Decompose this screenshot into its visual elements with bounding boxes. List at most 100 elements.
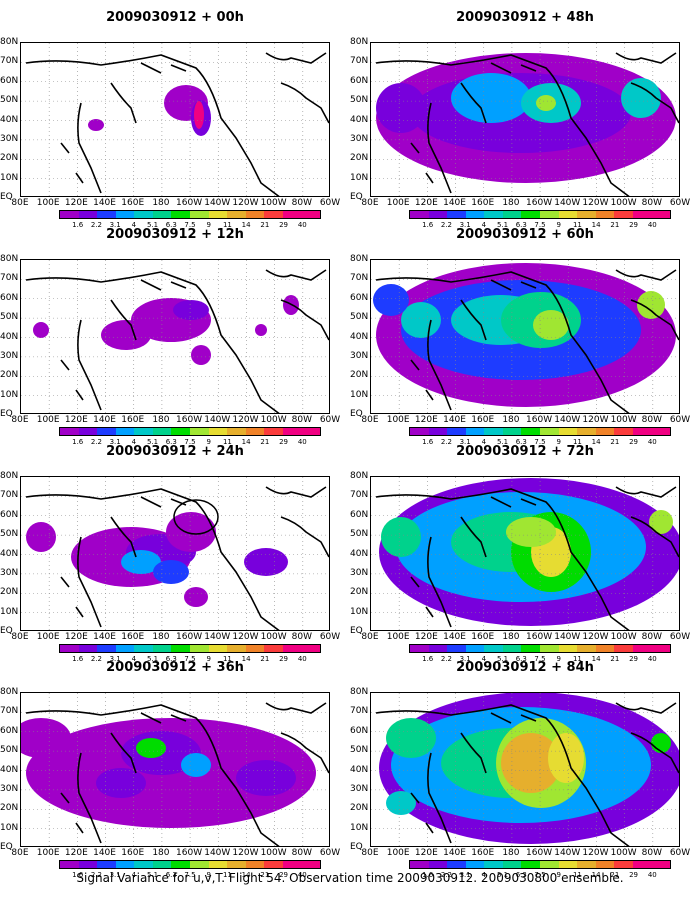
colorbar-label: 4 [131,871,137,879]
variance-shading [194,101,204,129]
colorbar-swatch [60,211,79,218]
longitude-label: 80E [361,198,379,208]
coastline [490,712,537,724]
coastline [25,54,280,196]
longitude-label: 80W [641,415,662,425]
colorbar-label: 4 [481,438,487,446]
colorbar-label: 3.1 [459,221,471,229]
colorbar-swatch [447,211,466,218]
longitude-label: 80W [291,632,312,642]
longitude-label: 180 [502,848,520,858]
coastline [375,488,630,630]
colorbar-swatch [558,861,578,868]
colorbar-swatch [447,645,466,652]
colorbar-swatch [447,861,466,868]
colorbar-label: 40 [297,871,307,879]
colorbar-swatch [171,645,191,652]
longitude-label: 80E [361,415,379,425]
longitude-label: 100E [386,415,410,425]
colorbar-swatch [428,861,448,868]
coastline [280,732,329,774]
coastline [490,496,537,508]
colorbar-swatch [301,428,321,435]
colorbar-label: 40 [647,871,657,879]
colorbar-swatch [651,861,671,868]
coastline [427,536,452,628]
colorbar-swatch [208,211,228,218]
latitude-label: EQ [0,842,13,852]
variance-shading [506,517,556,547]
longitude-label: 160W [526,198,553,208]
colorbar-label: 21 [260,871,270,879]
coastline [265,52,327,64]
colorbar-60h [409,427,671,436]
latitude-label: 80N [350,471,369,481]
map-field-72h [371,477,679,630]
longitude-label: 120W [232,848,259,858]
longitude-label: 140W [554,415,581,425]
longitude-label: 60W [669,632,691,642]
colorbar-swatch [558,645,578,652]
coastline [110,516,137,558]
colorbar-swatch [134,428,153,435]
colorbar-swatch [152,861,172,868]
colorbar-label: 29 [279,655,289,663]
latitude-label: 60N [0,509,19,520]
colorbar-swatch [595,645,615,652]
latitude-label: 60N [350,292,369,303]
colorbar-swatch [208,645,228,652]
coastline [280,516,329,558]
variance-shading [401,302,441,338]
longitude-label: 100E [386,632,410,642]
colorbar-swatch [134,645,153,652]
longitude-label: 100W [260,632,287,642]
coastline [25,488,280,630]
longitude-label: 120E [414,848,438,858]
colorbar-swatch [614,861,633,868]
colorbar-48h [409,210,671,219]
colorbar-label: 6.3 [515,221,527,229]
colorbar-label: 40 [647,221,657,229]
colorbar-label: 4 [481,221,487,229]
colorbar-swatch [521,645,541,652]
colorbar-swatch [484,428,503,435]
latitude-label: 70N [0,490,19,501]
colorbar-label: 1.6 [72,438,84,446]
latitude-label: 80N [350,254,369,264]
longitude-label: 180 [152,198,170,208]
variance-shading [621,78,661,118]
colorbar-swatch [227,861,246,868]
colorbar-label: 9 [556,655,561,663]
colorbar-label: 40 [297,655,307,663]
coastline [77,536,102,628]
longitude-label: 160W [176,415,203,425]
panel-title-12h: 2009030912 + 12h [106,227,244,242]
variance-shading [88,119,104,131]
latitude-label: 80N [350,37,369,47]
latitude-label: EQ [350,842,363,852]
coastline [410,359,434,401]
colorbar-swatch [502,428,522,435]
colorbar-swatch [595,428,615,435]
longitude-label: 80W [291,415,312,425]
latitude-label: 80N [0,471,19,481]
colorbar-swatch [264,861,283,868]
coastline [427,102,452,194]
variance-shading [637,291,665,319]
colorbar-swatch [134,861,153,868]
colorbar-label: 14 [241,438,251,446]
longitude-label: 120E [64,632,88,642]
latitude-label: 50N [350,529,369,540]
colorbar-swatch [614,428,633,435]
latitude-label: 30N [0,133,19,144]
colorbar-swatch [97,645,116,652]
colorbar-label: 1.6 [422,871,434,879]
longitude-label: 120E [64,415,88,425]
colorbar-swatch [190,861,209,868]
colorbar-label: 14 [241,221,251,229]
longitude-label: 80W [641,848,662,858]
latitude-label: 40N [350,764,369,775]
colorbar-swatch [171,428,191,435]
colorbar-swatch [60,428,79,435]
panel-title-36h: 2009030912 + 36h [106,660,244,675]
